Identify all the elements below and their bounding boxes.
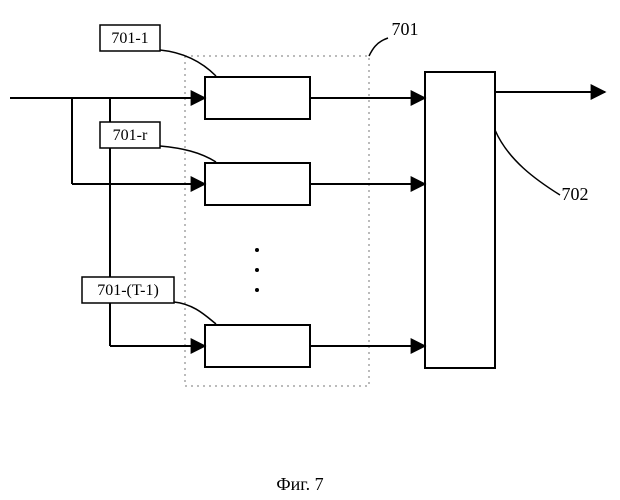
leader-line (369, 38, 388, 56)
label-text: 701 (392, 19, 419, 39)
label-text: 702 (562, 184, 589, 204)
label-text: 701-(T-1) (97, 282, 159, 299)
ellipsis-dot (255, 288, 259, 292)
ellipsis-dot (255, 248, 259, 252)
label-text: 701-1 (111, 30, 148, 47)
label-text: 701-r (113, 127, 148, 144)
leader-line (174, 302, 216, 324)
block-br (205, 163, 310, 205)
block-b1 (205, 77, 310, 119)
block-bt1 (205, 325, 310, 367)
leader-line (160, 146, 216, 162)
block-big (425, 72, 495, 368)
ellipsis-dot (255, 268, 259, 272)
figure-caption: Фиг. 7 (276, 474, 323, 494)
leader-line (160, 50, 216, 76)
leader-line (495, 130, 560, 195)
